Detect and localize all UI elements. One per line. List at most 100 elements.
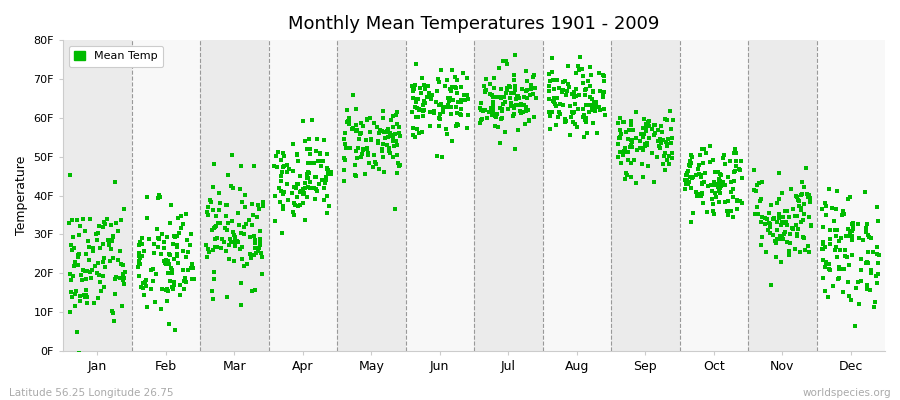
Point bbox=[665, 135, 680, 142]
Point bbox=[243, 254, 257, 261]
Point bbox=[556, 78, 571, 85]
Point bbox=[485, 99, 500, 106]
Point bbox=[144, 267, 158, 273]
Point bbox=[583, 94, 598, 100]
Point bbox=[300, 170, 314, 177]
Point bbox=[381, 125, 395, 132]
Point bbox=[80, 300, 94, 306]
Point bbox=[544, 109, 559, 115]
Point bbox=[824, 266, 838, 273]
Point bbox=[254, 249, 268, 256]
Point bbox=[356, 146, 370, 152]
Point bbox=[277, 162, 292, 169]
Point bbox=[789, 193, 804, 200]
Point bbox=[590, 130, 604, 136]
Point bbox=[663, 108, 678, 115]
Point bbox=[639, 124, 653, 131]
Point bbox=[224, 239, 238, 246]
Point bbox=[290, 152, 304, 158]
Point bbox=[158, 286, 173, 293]
Point bbox=[550, 95, 564, 102]
Point bbox=[845, 226, 859, 232]
Point bbox=[248, 237, 263, 243]
Point bbox=[338, 155, 352, 161]
Point bbox=[552, 109, 566, 115]
Point bbox=[593, 88, 608, 94]
Point bbox=[436, 104, 451, 111]
Point bbox=[583, 64, 598, 70]
Point bbox=[705, 188, 719, 194]
Point bbox=[624, 142, 638, 148]
Point bbox=[372, 130, 386, 136]
Point bbox=[718, 182, 733, 188]
Point bbox=[384, 117, 399, 123]
Point bbox=[496, 100, 510, 107]
Point bbox=[695, 146, 709, 152]
Point bbox=[228, 234, 242, 240]
Point bbox=[184, 265, 198, 272]
Point bbox=[788, 212, 802, 219]
Point bbox=[494, 94, 508, 100]
Point bbox=[796, 211, 811, 218]
Point bbox=[298, 137, 312, 144]
Point bbox=[652, 143, 666, 149]
Point bbox=[179, 211, 194, 218]
Point bbox=[636, 174, 651, 180]
Point bbox=[238, 192, 253, 198]
Point bbox=[433, 110, 447, 117]
Point bbox=[135, 235, 149, 242]
Point bbox=[378, 134, 392, 141]
Point bbox=[79, 287, 94, 294]
Point bbox=[445, 138, 459, 144]
Point bbox=[586, 89, 600, 95]
Point bbox=[290, 181, 304, 187]
Point bbox=[797, 247, 812, 253]
Point bbox=[256, 199, 270, 205]
Point bbox=[779, 219, 794, 225]
Point bbox=[499, 58, 513, 64]
Point bbox=[495, 107, 509, 114]
Point bbox=[597, 78, 611, 84]
Point bbox=[65, 217, 79, 223]
Point bbox=[801, 249, 815, 255]
Point bbox=[341, 115, 356, 122]
Point bbox=[320, 164, 334, 171]
Point bbox=[170, 260, 184, 266]
Point bbox=[98, 220, 112, 227]
Point bbox=[660, 141, 674, 147]
Point bbox=[684, 185, 698, 192]
Point bbox=[698, 170, 712, 176]
Point bbox=[135, 280, 149, 286]
Point bbox=[227, 231, 241, 238]
Point bbox=[164, 202, 178, 208]
Point bbox=[317, 137, 331, 143]
Point bbox=[301, 169, 315, 175]
Point bbox=[796, 217, 810, 224]
Point bbox=[567, 101, 581, 108]
Point bbox=[679, 177, 693, 184]
Point bbox=[363, 129, 377, 135]
Point bbox=[454, 99, 468, 106]
Point bbox=[295, 186, 310, 192]
Point bbox=[416, 112, 430, 119]
Point bbox=[703, 159, 717, 165]
Point bbox=[720, 208, 734, 214]
Point bbox=[132, 242, 147, 248]
Point bbox=[696, 200, 710, 206]
Point bbox=[754, 242, 769, 248]
Point bbox=[657, 153, 671, 159]
Point bbox=[98, 264, 112, 270]
Point bbox=[728, 146, 742, 152]
Point bbox=[802, 214, 816, 220]
Point bbox=[253, 228, 267, 234]
Point bbox=[288, 202, 302, 208]
Point bbox=[118, 269, 132, 276]
Point bbox=[571, 124, 585, 130]
Point bbox=[587, 99, 601, 105]
Point bbox=[274, 172, 288, 179]
Point bbox=[407, 86, 421, 92]
Point bbox=[486, 94, 500, 100]
Point bbox=[282, 166, 296, 172]
Point bbox=[728, 158, 742, 164]
Point bbox=[588, 108, 602, 114]
